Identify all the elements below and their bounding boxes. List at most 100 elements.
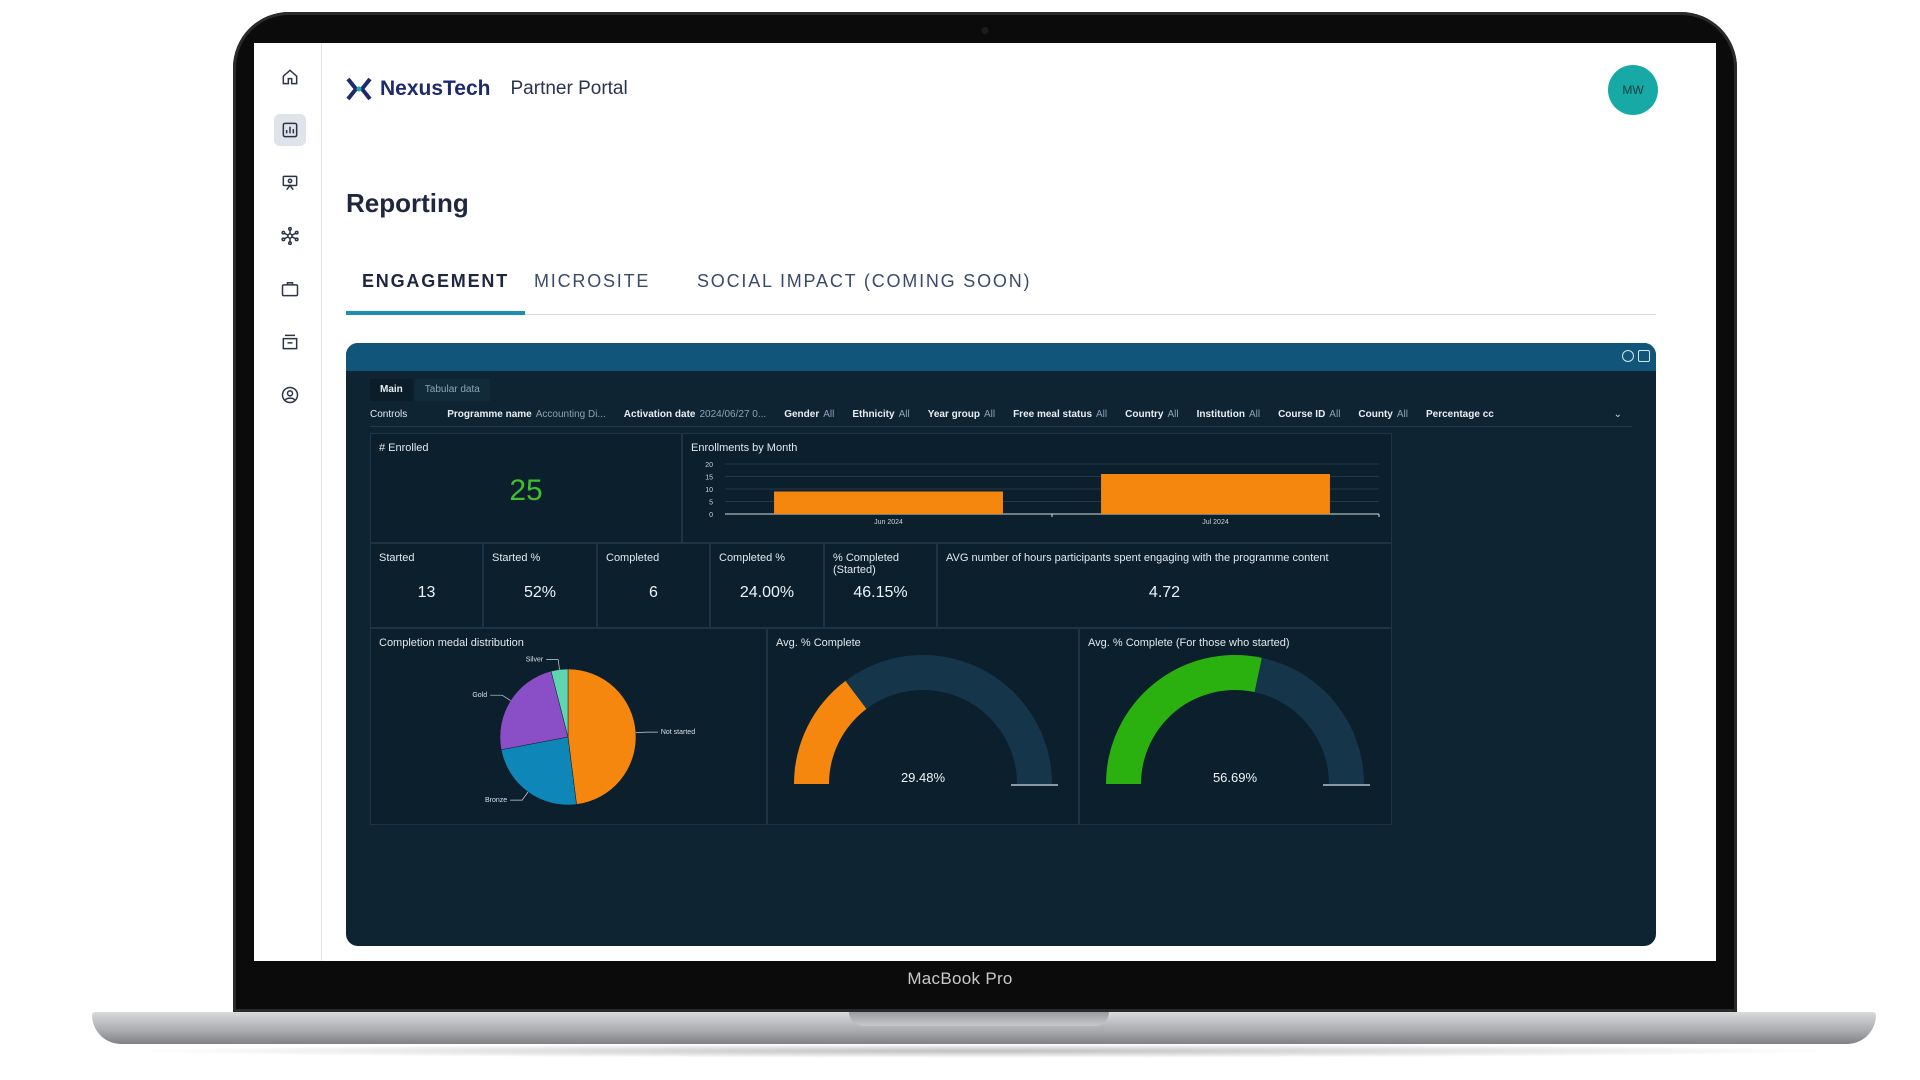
control-label: Free meal status bbox=[1013, 409, 1093, 420]
sidebar-item-archive[interactable] bbox=[274, 326, 306, 358]
gauge1-panel: Avg. % Complete 29.48% bbox=[767, 628, 1079, 825]
camera-dot bbox=[981, 27, 989, 34]
medal-pie-chart: Not started Bronze Gold Silver bbox=[472, 657, 695, 806]
gauge-label: 56.69% bbox=[1213, 770, 1258, 785]
kpi-card: AVG number of hours participants spent e… bbox=[937, 543, 1392, 628]
logo-text: NexusTech bbox=[380, 77, 491, 100]
pie-leader bbox=[635, 731, 658, 734]
medal-title: Completion medal distribution bbox=[379, 637, 524, 649]
kpi-card: Completed % 24.00% bbox=[710, 543, 824, 628]
dashboard-content: Main Tabular data Controls Programme nam… bbox=[370, 379, 1632, 939]
y-tick-label: 0 bbox=[709, 512, 713, 519]
laptop-notch bbox=[849, 1012, 1109, 1026]
portal-name: Partner Portal bbox=[510, 78, 628, 99]
gauge-label: 29.48% bbox=[901, 770, 946, 785]
x-tick-label: Jun 2024 bbox=[874, 519, 903, 526]
enrollments-by-month-panel: Enrollments by Month 0 5 10 15 20 Jun 2024 Jul… bbox=[682, 433, 1392, 543]
chevron-down-icon[interactable]: ⌄ bbox=[1613, 409, 1622, 420]
gauge-track-arc bbox=[1254, 657, 1364, 784]
pie-leader bbox=[546, 659, 560, 670]
user-circle-icon bbox=[281, 386, 299, 404]
control-institution[interactable]: Institution All bbox=[1197, 409, 1260, 420]
sidebar-item-presentation[interactable] bbox=[274, 167, 306, 199]
presentation-icon bbox=[282, 175, 298, 191]
control-value: All bbox=[823, 409, 835, 420]
gauge1-title: Avg. % Complete bbox=[776, 637, 861, 649]
avatar[interactable]: MW bbox=[1608, 65, 1658, 115]
kpi-value: 13 bbox=[417, 584, 436, 601]
sidebar-item-profile[interactable] bbox=[274, 379, 306, 411]
pie-leader bbox=[490, 694, 511, 701]
y-tick-label: 20 bbox=[705, 462, 713, 469]
control-label: Activation date bbox=[623, 409, 696, 420]
avg-complete-gauge: 29.48% bbox=[794, 655, 1058, 786]
gauge-track-arc bbox=[845, 655, 1052, 784]
medal-panel: Completion medal distribution Not starte… bbox=[370, 628, 767, 825]
control-value: All bbox=[1329, 409, 1341, 420]
gauge2-title: Avg. % Complete (For those who started) bbox=[1088, 637, 1290, 649]
sidebar-item-jobs[interactable] bbox=[274, 273, 306, 305]
pie-slice bbox=[500, 736, 577, 806]
control-label: Year group bbox=[927, 409, 980, 420]
laptop-bezel: NexusTech Partner Portal MW Reporting EN… bbox=[233, 12, 1737, 1012]
sheet-tabs: Main Tabular data bbox=[370, 379, 490, 401]
control-value: 2024/06/27 0... bbox=[699, 409, 767, 420]
kpi-title: % Completed (Started) bbox=[833, 552, 900, 576]
gauge2-panel: Avg. % Complete (For those who started) … bbox=[1079, 628, 1392, 825]
sidebar bbox=[254, 43, 322, 961]
sidebar-item-home[interactable] bbox=[274, 61, 306, 93]
enrolled-title: # Enrolled bbox=[379, 442, 429, 454]
kpi-title: Completed bbox=[606, 552, 660, 564]
nexustech-logo-icon bbox=[346, 77, 372, 101]
control-value: All bbox=[898, 409, 910, 420]
pie-label: Bronze bbox=[485, 797, 507, 804]
control-percentage[interactable]: Percentage cc bbox=[1426, 409, 1494, 420]
kpi-value: 6 bbox=[649, 584, 658, 601]
pie-label: Silver bbox=[526, 657, 544, 664]
enrolled-value: 25 bbox=[509, 474, 543, 507]
control-country[interactable]: Country All bbox=[1125, 409, 1178, 420]
control-value: All bbox=[1167, 409, 1179, 420]
archive-icon bbox=[282, 334, 298, 350]
header-logo[interactable]: NexusTech Partner Portal bbox=[346, 77, 628, 101]
kpi-title: Started % bbox=[492, 552, 541, 564]
control-free-meal[interactable]: Free meal status All bbox=[1013, 409, 1107, 420]
x-tick-label: Jul 2024 bbox=[1202, 519, 1229, 526]
bookmark-icon[interactable] bbox=[1638, 350, 1650, 362]
control-label: County bbox=[1358, 409, 1393, 420]
sheet-tab-tabular[interactable]: Tabular data bbox=[414, 379, 490, 401]
pie-label: Gold bbox=[472, 692, 487, 699]
y-tick-label: 5 bbox=[709, 500, 713, 507]
device-label: MacBook Pro bbox=[907, 969, 1013, 988]
home-icon bbox=[282, 69, 298, 85]
kpi-value: 4.72 bbox=[1148, 584, 1181, 601]
enrollments-bar-chart: 0 5 10 15 20 Jun 2024 Jul 2024 bbox=[705, 462, 1380, 526]
control-ethnicity[interactable]: Ethnicity All bbox=[852, 409, 909, 420]
tab-engagement[interactable]: ENGAGEMENT bbox=[346, 265, 526, 315]
bar bbox=[1101, 474, 1330, 514]
control-course-id[interactable]: Course ID All bbox=[1278, 409, 1340, 420]
kpi-title: Completed % bbox=[719, 552, 786, 564]
clock-icon[interactable] bbox=[1622, 350, 1634, 362]
control-year-group[interactable]: Year group All bbox=[928, 409, 995, 420]
kpi-value: 46.15% bbox=[853, 584, 908, 601]
control-value: All bbox=[1396, 409, 1408, 420]
enrolled-panel: # Enrolled 25 bbox=[370, 433, 682, 543]
sidebar-item-reporting[interactable] bbox=[274, 114, 306, 146]
control-activation-date[interactable]: Activation date 2024/06/27 0... bbox=[624, 409, 766, 420]
sheet-tab-main[interactable]: Main bbox=[370, 379, 413, 401]
control-programme[interactable]: Programme name Accounting Di... bbox=[447, 409, 606, 420]
tab-social-impact[interactable]: SOCIAL IMPACT (COMING SOON) bbox=[697, 271, 1032, 291]
gauge-value-arc bbox=[794, 680, 867, 784]
tab-bar: ENGAGEMENT MICROSITE SOCIAL IMPACT (COMI… bbox=[346, 265, 1656, 315]
control-label: Ethnicity bbox=[852, 409, 895, 420]
control-gender[interactable]: Gender All bbox=[784, 409, 834, 420]
pie-leader bbox=[510, 791, 529, 801]
pie-slice bbox=[567, 668, 637, 805]
controls-label: Controls bbox=[370, 409, 408, 420]
tab-microsite[interactable]: MICROSITE bbox=[534, 271, 651, 291]
y-tick-label: 10 bbox=[705, 487, 713, 494]
control-county[interactable]: County All bbox=[1358, 409, 1408, 420]
briefcase-icon bbox=[281, 282, 299, 297]
sidebar-item-network[interactable] bbox=[274, 220, 306, 252]
